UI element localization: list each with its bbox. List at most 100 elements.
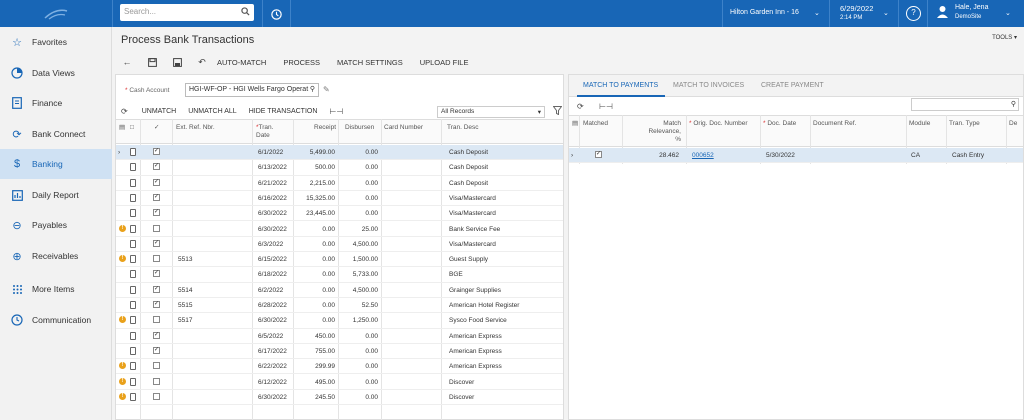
col-ext-ref[interactable]: Ext. Ref. Nbr. [176, 124, 215, 131]
branch-selector[interactable]: Hilton Garden Inn - 16 [730, 9, 799, 16]
file-icon[interactable] [130, 301, 136, 309]
warning-icon[interactable]: ! [119, 377, 126, 385]
matched-checkbox[interactable] [153, 392, 160, 400]
process-button[interactable]: PROCESS [283, 57, 320, 67]
warning-icon[interactable]: ! [119, 392, 126, 400]
fit-columns-icon[interactable]: ⊢⊣ [599, 102, 613, 111]
edit-icon[interactable]: ✎ [323, 85, 330, 94]
tab-match-to-invoices[interactable]: MATCH TO INVOICES [673, 82, 745, 89]
matched-checkbox[interactable] [153, 316, 160, 324]
file-icon[interactable] [130, 209, 136, 218]
col-card-number[interactable]: Card Number [384, 124, 424, 131]
file-icon[interactable] [130, 224, 136, 233]
matched-checkbox[interactable]: ✓ [153, 270, 160, 278]
file-icon[interactable] [130, 239, 136, 248]
tools-menu[interactable]: TOOLS ▾ [992, 35, 1017, 41]
col-tran-type[interactable]: Tran. Type [949, 120, 980, 127]
file-icon[interactable] [130, 331, 136, 340]
table-row[interactable]: ✓ 5514 6/2/2022 0.00 4,500.00 Grainger Suppli… [116, 283, 563, 298]
file-icon[interactable] [130, 193, 136, 202]
matched-checkbox[interactable] [153, 362, 160, 370]
col-tran-date[interactable]: *Tran. Date [256, 124, 274, 139]
filter-icon[interactable] [552, 106, 563, 117]
sidebar-item-receivables[interactable]: ⊕ Receivables [0, 241, 112, 271]
matched-checkbox[interactable]: ✓ [153, 346, 160, 354]
table-row[interactable]: ✓ 6/16/2022 15,325.00 0.00 Visa/Mastercard [116, 191, 563, 207]
search-input[interactable]: Search... [120, 4, 254, 21]
chevron-down-icon[interactable]: ⌄ [1005, 10, 1011, 17]
warning-icon[interactable]: ! [119, 362, 126, 370]
matched-checkbox[interactable]: ✓ [153, 163, 160, 171]
back-icon[interactable]: ← [122, 57, 132, 67]
business-date[interactable]: 6/29/2022 [840, 4, 874, 13]
matched-checkbox[interactable]: ✓ [153, 148, 160, 155]
row-settings-icon[interactable]: ▤ [119, 124, 126, 131]
matched-checkbox[interactable]: ✓ [153, 209, 160, 217]
warning-icon[interactable]: ! [119, 316, 126, 324]
undo-icon[interactable]: ↶ [198, 56, 206, 67]
table-row[interactable]: ! 6/22/2022 299.99 0.00 American Express [116, 359, 563, 375]
col-match-relevance[interactable]: Match Relevance,% [648, 120, 681, 143]
sidebar-item-finance[interactable]: Finance [0, 88, 112, 118]
warning-icon[interactable]: ! [119, 255, 126, 263]
file-icon[interactable] [130, 316, 136, 325]
row-settings-icon[interactable]: ▤ [572, 120, 579, 127]
unmatch-all-button[interactable]: UNMATCH ALL [188, 107, 237, 115]
tab-create-payment[interactable]: CREATE PAYMENT [761, 82, 824, 89]
orig-doc-number-link[interactable]: 000652 [692, 152, 714, 159]
sidebar-item-more-items[interactable]: More Items [0, 274, 112, 304]
col-tran-desc[interactable]: Tran. Desc [447, 124, 479, 131]
tab-match-to-payments[interactable]: MATCH TO PAYMENTS [583, 82, 659, 89]
file-icon[interactable] [130, 148, 136, 156]
file-icon[interactable] [130, 392, 136, 401]
table-row[interactable]: ! 6/12/2022 495.00 0.00 Discover [116, 375, 563, 390]
cash-account-field[interactable]: HGI-WF-OP - HGI Wells Fargo Operat ⚲ [185, 83, 319, 97]
user-icon[interactable] [936, 5, 949, 21]
table-row[interactable]: ! 6/30/2022 245.50 0.00 Discover [116, 390, 563, 406]
file-icon[interactable] [130, 163, 136, 172]
records-filter-select[interactable]: All Records ▾ [437, 106, 545, 118]
matched-checkbox[interactable] [153, 224, 160, 232]
history-icon[interactable] [266, 4, 286, 24]
table-row[interactable]: ✓ 6/13/2022 500.00 0.00 Cash Deposit [116, 160, 563, 176]
sidebar-item-bank-connect[interactable]: ⟳ Bank Connect [0, 119, 112, 149]
table-row[interactable]: ! 5513 6/15/2022 0.00 1,500.00 Guest Supply [116, 252, 563, 268]
table-row[interactable]: ✓ 5515 6/28/2022 0.00 52.50 American Hotel Re… [116, 298, 563, 314]
col-disbursement[interactable]: Disbursen [345, 124, 375, 131]
file-icon[interactable] [130, 362, 136, 371]
col-module[interactable]: Module [909, 120, 931, 127]
hide-transaction-button[interactable]: HIDE TRANSACTION [248, 107, 318, 115]
matched-checkbox[interactable]: ✓ [153, 285, 160, 293]
matched-checkbox[interactable] [153, 255, 160, 263]
chevron-down-icon[interactable]: ⌄ [814, 10, 820, 17]
file-icon[interactable] [130, 285, 136, 294]
chevron-down-icon[interactable]: ⌄ [883, 10, 889, 17]
sidebar-item-favorites[interactable]: ☆ Favorites [0, 27, 112, 57]
table-row[interactable]: ✓ 6/17/2022 755.00 0.00 American Express [116, 344, 563, 360]
auto-match-button[interactable]: AUTO-MATCH [217, 57, 267, 67]
sidebar-item-banking[interactable]: $ Banking [0, 149, 112, 179]
table-row[interactable]: ! 6/30/2022 0.00 25.00 Bank Service Fee [116, 222, 563, 237]
sidebar-item-communication[interactable]: Communication [0, 305, 112, 335]
matched-checkbox[interactable]: ✓ [153, 193, 160, 201]
col-receipt[interactable]: Receipt [314, 124, 337, 131]
matched-checkbox[interactable]: ✓ [153, 331, 160, 339]
table-row[interactable]: ✓ 6/5/2022 450.00 0.00 American Express [116, 329, 563, 344]
save-icon[interactable] [167, 55, 187, 69]
refresh-icon[interactable]: ⟳ [577, 102, 584, 111]
help-icon[interactable]: ? [906, 6, 921, 21]
refresh-icon[interactable]: ⟳ [121, 106, 128, 116]
table-row[interactable]: ✓ 6/3/2022 0.00 4,500.00 Visa/Mastercard [116, 237, 563, 253]
table-row[interactable]: ✓ 6/18/2022 0.00 5,733.00 BGE [116, 267, 563, 283]
sidebar-item-daily-report[interactable]: Daily Report [0, 180, 112, 210]
col-document-ref[interactable]: Document Ref. [813, 120, 857, 127]
col-matched[interactable]: Matched [583, 120, 608, 127]
matched-checkbox[interactable]: ✓ [153, 301, 160, 308]
file-icon[interactable] [130, 255, 136, 264]
table-row[interactable]: › ✓ 28.462 000652 5/30/2022 CA Cash Entr… [569, 148, 1023, 164]
app-logo[interactable] [0, 0, 112, 27]
save-close-icon[interactable] [142, 55, 162, 69]
matched-checkbox[interactable]: ✓ [153, 178, 160, 186]
table-row[interactable]: ✓ 6/30/2022 23,445.00 0.00 Visa/Mastercard [116, 206, 563, 222]
upload-file-button[interactable]: UPLOAD FILE [419, 57, 469, 67]
